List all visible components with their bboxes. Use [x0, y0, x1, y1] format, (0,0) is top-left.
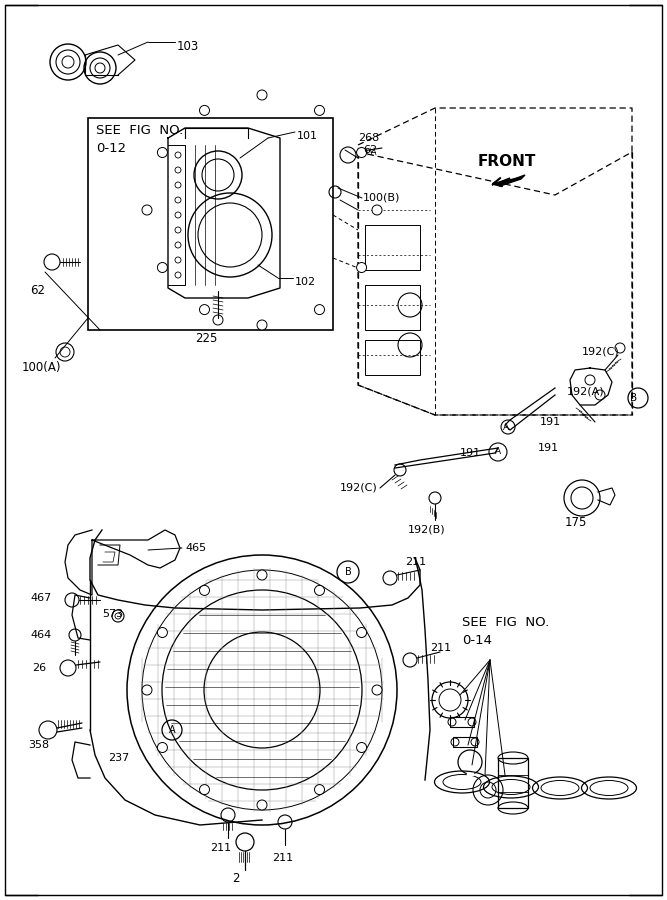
Bar [365, 340, 420, 375]
Circle shape [157, 148, 167, 157]
Circle shape [199, 105, 209, 115]
Text: 211: 211 [210, 843, 231, 853]
Text: 192(C): 192(C) [582, 347, 620, 357]
Text: B: B [345, 567, 352, 577]
Text: 100(A): 100(A) [22, 362, 61, 374]
Circle shape [157, 627, 167, 637]
Circle shape [257, 570, 267, 580]
Text: 101: 101 [297, 131, 318, 141]
Text: A: A [503, 422, 509, 431]
Text: SEE  FIG  NO.: SEE FIG NO. [462, 616, 549, 628]
Text: 192(C): 192(C) [340, 483, 378, 493]
Circle shape [257, 800, 267, 810]
Polygon shape [492, 175, 525, 186]
Text: 191: 191 [460, 448, 481, 458]
Circle shape [257, 90, 267, 100]
Text: A: A [495, 447, 501, 456]
Text: 211: 211 [272, 853, 293, 863]
Bar [453, 737, 477, 747]
Circle shape [157, 742, 167, 752]
Text: 0-14: 0-14 [462, 634, 492, 646]
Bar [498, 758, 528, 808]
Text: 573: 573 [102, 609, 123, 619]
Circle shape [257, 320, 267, 330]
Circle shape [199, 585, 209, 596]
Text: 211: 211 [405, 557, 426, 567]
Circle shape [357, 627, 367, 637]
Circle shape [372, 685, 382, 695]
Text: B: B [630, 393, 638, 403]
Circle shape [157, 263, 167, 273]
Text: 62: 62 [30, 284, 45, 296]
Text: 237: 237 [108, 753, 129, 763]
Circle shape [142, 205, 152, 215]
Text: 191: 191 [540, 417, 561, 427]
Text: 268: 268 [358, 133, 380, 143]
Text: 26: 26 [32, 663, 46, 673]
Text: 467: 467 [30, 593, 51, 603]
Circle shape [372, 205, 382, 215]
Text: 192(B): 192(B) [408, 525, 446, 535]
Circle shape [315, 785, 325, 795]
Text: 103: 103 [177, 40, 199, 52]
Circle shape [357, 742, 367, 752]
Bar [88, 118, 333, 330]
Text: 2: 2 [232, 871, 239, 885]
Circle shape [199, 785, 209, 795]
Text: A: A [169, 725, 175, 735]
Text: 192(A): 192(A) [567, 387, 604, 397]
Circle shape [315, 105, 325, 115]
Circle shape [142, 685, 152, 695]
Text: FRONT: FRONT [478, 155, 536, 169]
Text: 191: 191 [538, 443, 559, 453]
Circle shape [357, 263, 367, 273]
Text: 175: 175 [565, 516, 588, 528]
Text: 102: 102 [295, 277, 316, 287]
Circle shape [315, 585, 325, 596]
Text: 0-12: 0-12 [96, 141, 126, 155]
Circle shape [199, 304, 209, 315]
Circle shape [357, 148, 367, 157]
Bar [450, 717, 474, 727]
Text: SEE  FIG  NO.: SEE FIG NO. [96, 123, 183, 137]
Text: 62: 62 [363, 145, 377, 155]
Text: 465: 465 [185, 543, 206, 553]
Text: 100(B): 100(B) [363, 193, 400, 203]
Text: 211: 211 [430, 643, 451, 653]
Text: 358: 358 [28, 740, 49, 750]
Bar [365, 225, 420, 270]
Text: 464: 464 [30, 630, 51, 640]
Text: 225: 225 [195, 331, 217, 345]
Circle shape [315, 304, 325, 315]
Bar [365, 285, 420, 330]
